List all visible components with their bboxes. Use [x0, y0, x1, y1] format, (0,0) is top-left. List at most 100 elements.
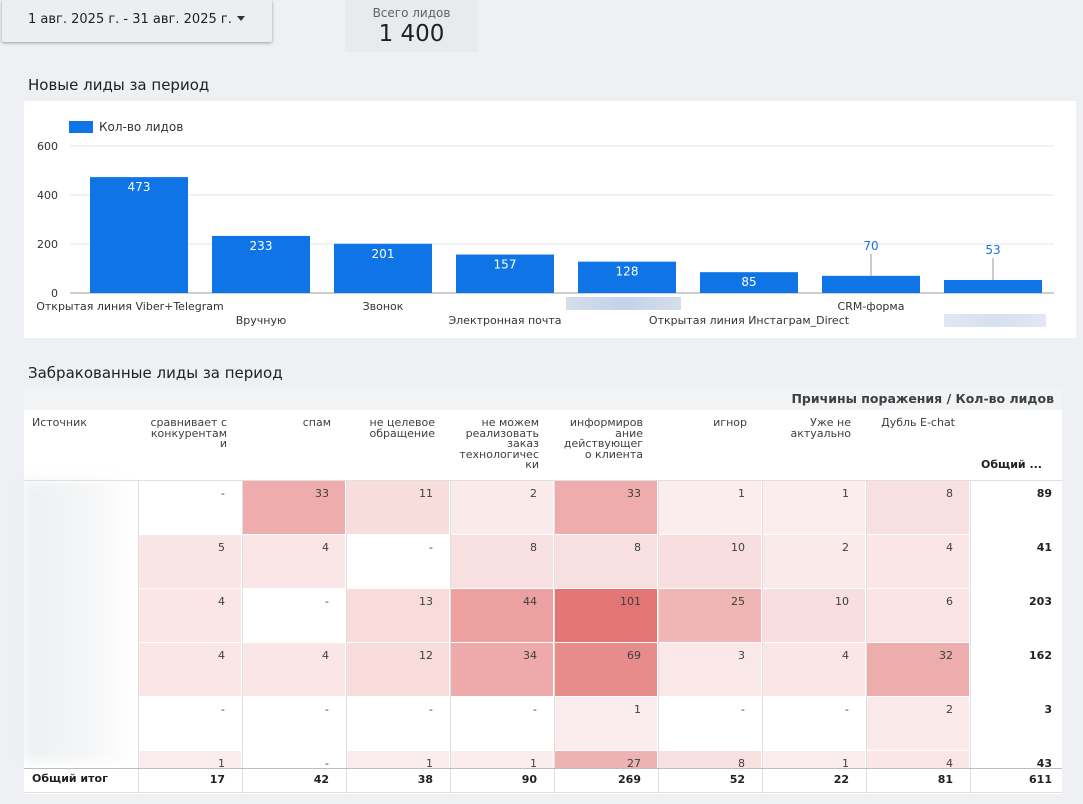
x-tick-label: Вручную	[236, 314, 287, 327]
column-header-line: технологичес	[459, 447, 539, 461]
pivot-cell: 1	[139, 751, 241, 770]
pivot-cell: -	[451, 697, 553, 750]
y-tick-label: 0	[51, 287, 58, 300]
pivot-cell: 4	[243, 535, 345, 588]
column-header[interactable]: игнор	[659, 417, 747, 429]
y-tick-label: 400	[37, 189, 58, 202]
grid-divider	[24, 480, 1062, 481]
grid-divider	[554, 481, 555, 794]
pivot-cell: 10	[659, 535, 761, 588]
grand-total-cell: 81	[937, 773, 953, 786]
total-leads-scorecard: Всего лидов 1 400	[345, 0, 478, 52]
grand-total-cell: 42	[313, 773, 329, 786]
grand-total-cell: 52	[729, 773, 745, 786]
grand-total-value: 611	[1029, 773, 1052, 786]
x-tick-label: Открытая линия Viber+Telegram	[36, 300, 224, 313]
pivot-cell: 4	[867, 751, 969, 770]
column-header-line: обращение	[369, 426, 435, 440]
pivot-cell: 34	[451, 643, 553, 696]
hidden-category-label	[944, 314, 1046, 327]
grand-total-cell: 90	[521, 773, 537, 786]
row-total: 162	[1029, 649, 1052, 662]
hidden-category-label	[566, 297, 681, 310]
pivot-cell: 27	[555, 751, 657, 770]
grand-total-cell: 17	[209, 773, 225, 786]
column-header-line: Уже не	[810, 416, 851, 429]
grand-total-label: Общий итог	[32, 772, 108, 785]
data-label: 53	[985, 243, 1000, 257]
pivot-cell: 32	[867, 643, 969, 696]
grid-divider	[242, 481, 243, 794]
source-column-header[interactable]: Источник	[32, 416, 87, 429]
y-tick-label: 600	[37, 140, 58, 153]
data-label: 157	[494, 258, 517, 272]
column-header[interactable]: информиров ание действующег о клиента	[555, 417, 643, 460]
chevron-down-icon[interactable]	[237, 16, 245, 21]
pivot-cell: -	[139, 481, 241, 534]
pivot-cell: 2	[763, 535, 865, 588]
row-total: 3	[1044, 703, 1052, 716]
grid-divider	[970, 481, 971, 794]
pivot-cell: 1	[763, 481, 865, 534]
row-total: 203	[1029, 595, 1052, 608]
column-header-line: действующег	[563, 437, 643, 450]
grand-total-cell: 269	[618, 773, 641, 786]
pivot-cell: 1	[555, 697, 657, 750]
pivot-cell: 4	[243, 643, 345, 696]
source-names-redacted	[24, 481, 136, 761]
pivot-cell: -	[763, 697, 865, 750]
pivot-cell: 33	[555, 481, 657, 534]
pivot-cell: 2	[451, 481, 553, 534]
column-header-line: спам	[302, 416, 331, 429]
new-leads-bar-chart: 0 200 400 600 Кол-во лидов 473 Открытая линия …	[36, 120, 1054, 327]
row-total: 89	[1036, 487, 1052, 500]
pivot-cell: 101	[555, 589, 657, 642]
pivot-cell: 1	[451, 751, 553, 770]
legend-label: Кол-во лидов	[99, 120, 183, 134]
pivot-cell: 69	[555, 643, 657, 696]
column-header-line: не целевое	[369, 416, 436, 429]
pivot-cell: 1	[659, 481, 761, 534]
column-header[interactable]: Дубль E-chat	[867, 417, 955, 429]
column-header-line: сравнивает с	[150, 416, 227, 429]
date-range-picker[interactable]: 1 авг. 2025 г. - 31 авг. 2025 г.	[2, 0, 272, 42]
column-header-line: и	[219, 437, 227, 450]
data-label: 128	[616, 265, 639, 279]
pivot-cell: 4	[139, 643, 241, 696]
data-label: 85	[741, 275, 756, 289]
x-tick-label: Звонок	[363, 300, 404, 313]
column-header-line: ание	[615, 426, 643, 440]
data-label: 233	[250, 239, 273, 253]
pivot-cell: -	[243, 589, 345, 642]
x-tick-label: Открытая линия Инстаграм_Direct	[649, 314, 850, 327]
column-header[interactable]: не можем реализовать заказ технологичес ки	[451, 417, 539, 471]
pivot-cell: 11	[347, 481, 449, 534]
pivot-cell: -	[243, 751, 345, 770]
bar	[334, 243, 432, 293]
new-leads-chart-card: 0 200 400 600 Кол-во лидов 473 Открытая линия …	[24, 101, 1076, 338]
total-leads-value: 1 400	[378, 21, 445, 47]
rejected-leads-pivot-table: Причины поражения / Кол-во лидов Источни…	[24, 388, 1062, 794]
grid-divider	[450, 481, 451, 794]
column-header[interactable]: Уже не актуально	[763, 416, 851, 439]
row-total: 43	[1036, 757, 1052, 770]
bar	[944, 280, 1042, 293]
pivot-cell: 8	[451, 535, 553, 588]
column-header[interactable]: сравнивает с конкурентам и	[139, 416, 227, 450]
pivot-cell: -	[243, 697, 345, 750]
pivot-cell: 12	[347, 643, 449, 696]
total-column-header[interactable]: Общий ...	[981, 458, 1042, 471]
pivot-cell: 44	[451, 589, 553, 642]
column-header[interactable]: не целевое обращение	[347, 416, 436, 440]
grid-divider	[866, 481, 867, 794]
grid-divider	[762, 481, 763, 794]
column-header[interactable]: спам	[243, 416, 331, 429]
pivot-cell: 13	[347, 589, 449, 642]
pivot-header-bar	[24, 388, 1062, 410]
pivot-cell: 2	[867, 697, 969, 750]
grand-total-cell: 38	[417, 773, 433, 786]
legend-swatch	[69, 121, 93, 133]
grand-total-cell: 22	[833, 773, 849, 786]
y-tick-label: 200	[37, 238, 58, 251]
pivot-cell: -	[347, 697, 449, 750]
